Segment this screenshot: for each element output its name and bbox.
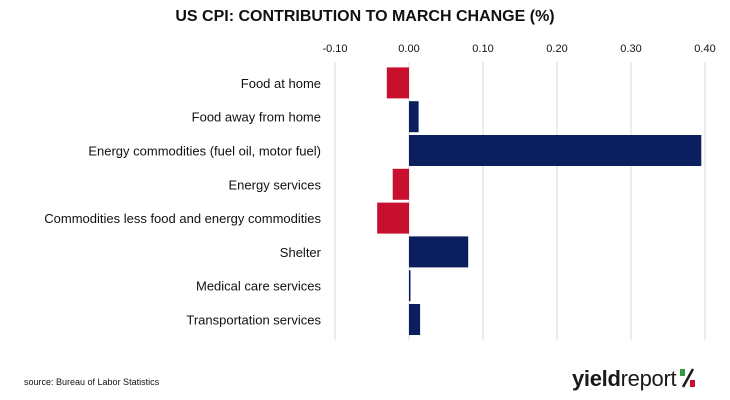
bar <box>409 101 419 133</box>
x-tick-label: 0.20 <box>546 43 567 55</box>
bar <box>377 202 409 234</box>
category-label: Transportation services <box>186 313 321 328</box>
x-tick-label: 0.40 <box>694 43 715 55</box>
bar <box>386 67 409 99</box>
x-tick-label: -0.10 <box>322 43 347 55</box>
bar <box>409 236 469 268</box>
x-tick-label: 0.10 <box>472 43 493 55</box>
x-tick-label: 0.30 <box>620 43 641 55</box>
grid-lines <box>334 62 706 340</box>
bar <box>409 304 421 335</box>
category-label: Energy services <box>229 177 322 192</box>
logo-text-report: report <box>620 366 677 391</box>
source-note: source: Bureau of Labor Statistics <box>24 377 160 387</box>
category-label: Energy commodities (fuel oil, motor fuel… <box>88 144 321 159</box>
category-label: Commodities less food and energy commodi… <box>44 211 321 226</box>
bars <box>377 67 702 335</box>
yieldreport-logo: yieldreport <box>572 366 697 392</box>
category-label: Shelter <box>280 245 322 260</box>
bar <box>392 168 409 200</box>
category-labels: Food at home Food away from home Energy co… <box>44 76 321 328</box>
chart-title: US CPI: CONTRIBUTION TO MARCH CHANGE (%) <box>175 8 555 25</box>
bar <box>409 270 411 302</box>
logo-text-yield: yield <box>572 366 621 391</box>
category-label: Food away from home <box>192 110 321 125</box>
logo-percent-icon <box>679 366 697 391</box>
x-axis-ticks: -0.10 0.00 0.10 0.20 0.30 0.40 <box>322 43 715 55</box>
bar <box>409 135 702 166</box>
x-tick-label: 0.00 <box>398 43 419 55</box>
category-label: Medical care services <box>196 279 321 294</box>
category-label: Food at home <box>241 76 321 91</box>
